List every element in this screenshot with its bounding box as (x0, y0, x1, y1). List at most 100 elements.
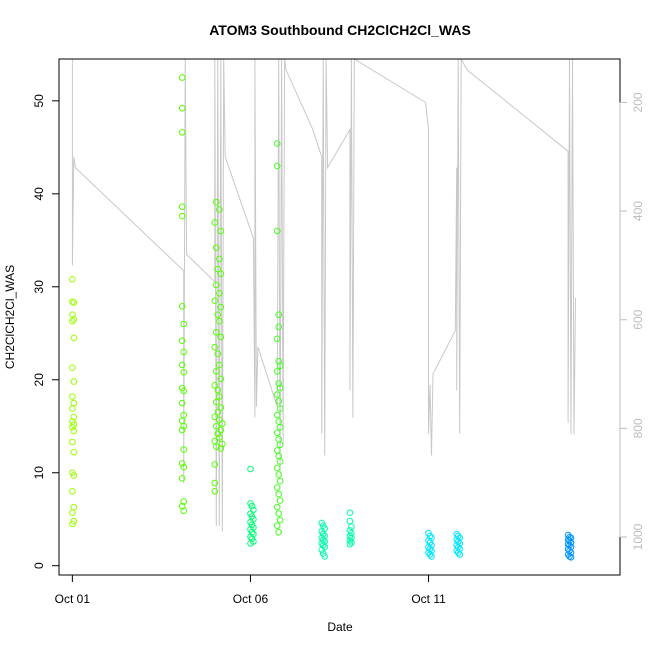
y2-tick-label: 400 (631, 201, 645, 221)
data-point (70, 413, 78, 421)
y-tick-label: 40 (32, 187, 46, 201)
data-point (426, 532, 434, 540)
data-point (216, 255, 223, 263)
data-point (69, 405, 76, 412)
x-tick-label: Oct 11 (411, 592, 446, 606)
data-point (69, 393, 76, 400)
data-point (213, 368, 220, 375)
data-point (180, 348, 187, 356)
data-point (211, 382, 219, 389)
data-point (454, 549, 462, 557)
data-point (348, 523, 355, 531)
y-axis-right: 200 400 600 800 1000 (619, 92, 645, 550)
x-tick-label: Oct 01 (55, 592, 91, 606)
data-point (69, 364, 76, 372)
x-axis-label: Date (327, 620, 353, 634)
data-point (213, 398, 220, 406)
y2-tick-label: 600 (631, 309, 645, 329)
data-point (276, 497, 284, 504)
data-point (217, 404, 225, 411)
data-point (70, 316, 78, 323)
data-point (180, 498, 187, 505)
data-point (275, 490, 283, 498)
data-point (346, 509, 354, 517)
data-point (275, 311, 283, 319)
data-point (214, 311, 222, 319)
altitude-trace-layer (71, 58, 576, 532)
data-point (346, 541, 354, 548)
data-point (247, 540, 254, 547)
data-point (273, 503, 281, 511)
data-point (248, 528, 256, 536)
y2-tick-label: 200 (631, 92, 645, 112)
data-point (273, 140, 281, 147)
data-point (178, 460, 186, 467)
data-point (566, 537, 573, 544)
data-point (178, 74, 186, 81)
data-point (211, 461, 219, 468)
y-tick-label: 0 (32, 562, 46, 569)
data-point (180, 320, 187, 328)
data-point (276, 441, 284, 449)
data-point (321, 553, 329, 560)
data-point (178, 212, 186, 220)
y-tick-label: 50 (32, 94, 46, 108)
data-point (211, 343, 219, 351)
y2-tick-label: 800 (631, 418, 645, 438)
data-point (180, 422, 187, 430)
data-point (178, 475, 186, 482)
data-point (275, 528, 283, 536)
data-point (216, 206, 223, 213)
data-point (213, 198, 220, 206)
data-point (180, 463, 187, 471)
data-point (178, 426, 186, 434)
data-point (214, 409, 222, 416)
data-point (70, 503, 78, 511)
data-point (70, 299, 78, 306)
data-point (69, 298, 76, 306)
data-point (348, 539, 355, 546)
data-point (273, 447, 281, 454)
data-point (69, 488, 76, 495)
data-point (276, 516, 284, 524)
data-point (273, 429, 281, 437)
data-point (69, 520, 76, 528)
data-point (216, 434, 223, 441)
data-point (216, 393, 223, 400)
data-point (276, 362, 284, 370)
data-point (214, 386, 222, 394)
data-point (566, 553, 573, 560)
data-point (70, 334, 78, 342)
data-point (276, 405, 284, 412)
data-point (275, 471, 283, 478)
data-point (217, 333, 225, 341)
data-point (70, 399, 78, 407)
data-point (70, 427, 78, 435)
data-point (70, 449, 78, 456)
data-point (346, 537, 354, 544)
data-points-layer (69, 74, 575, 561)
data-point (275, 397, 283, 405)
data-point (219, 440, 226, 448)
y-axis-label: CH2ClCH2Cl_WAS (3, 265, 17, 369)
data-point (276, 384, 284, 392)
data-point (69, 276, 76, 283)
data-point (273, 484, 281, 491)
data-point (247, 465, 254, 473)
data-point (276, 423, 284, 431)
data-point (214, 265, 222, 273)
data-point (178, 203, 186, 211)
data-point (211, 488, 219, 495)
data-point (273, 335, 281, 343)
data-point (217, 445, 225, 452)
data-point (211, 297, 219, 305)
data-point (247, 533, 254, 541)
data-point (178, 129, 186, 136)
data-point (219, 420, 226, 427)
data-point (69, 438, 76, 446)
x-axis: Oct 01 Oct 06 Oct 11 (55, 574, 446, 606)
data-point (346, 532, 354, 540)
data-point (425, 537, 432, 544)
plot-frame (58, 58, 621, 576)
